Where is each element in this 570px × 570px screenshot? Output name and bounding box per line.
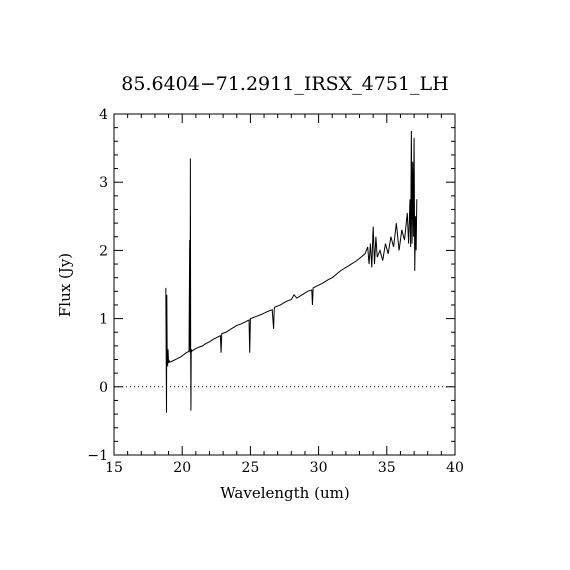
x-tick-label: 30 bbox=[310, 460, 328, 476]
y-tick-label: 0 bbox=[99, 380, 108, 396]
x-tick-label: 20 bbox=[173, 460, 191, 476]
ticks-layer: 15 20 25 30 35 40 −1 0 1 2 3 4 bbox=[87, 107, 464, 476]
x-axis-label: Wavelength (um) bbox=[220, 484, 349, 502]
y-tick-label: 2 bbox=[99, 243, 108, 259]
y-tick-label: 3 bbox=[99, 175, 108, 191]
x-tick-label: 35 bbox=[378, 460, 396, 476]
y-axis-label: Flux (Jy) bbox=[56, 253, 74, 317]
y-tick-label: 4 bbox=[99, 107, 108, 123]
spectrum-series-line bbox=[165, 131, 418, 413]
chart-title: 85.6404−71.2911_IRSX_4751_LH bbox=[121, 73, 448, 95]
x-tick-label: 25 bbox=[241, 460, 259, 476]
y-tick-label: −1 bbox=[87, 448, 108, 464]
x-tick-label: 40 bbox=[446, 460, 464, 476]
series-layer bbox=[165, 131, 418, 413]
x-tick-label: 15 bbox=[105, 460, 123, 476]
y-tick-label: 1 bbox=[99, 312, 108, 328]
plot-frame bbox=[113, 113, 456, 456]
